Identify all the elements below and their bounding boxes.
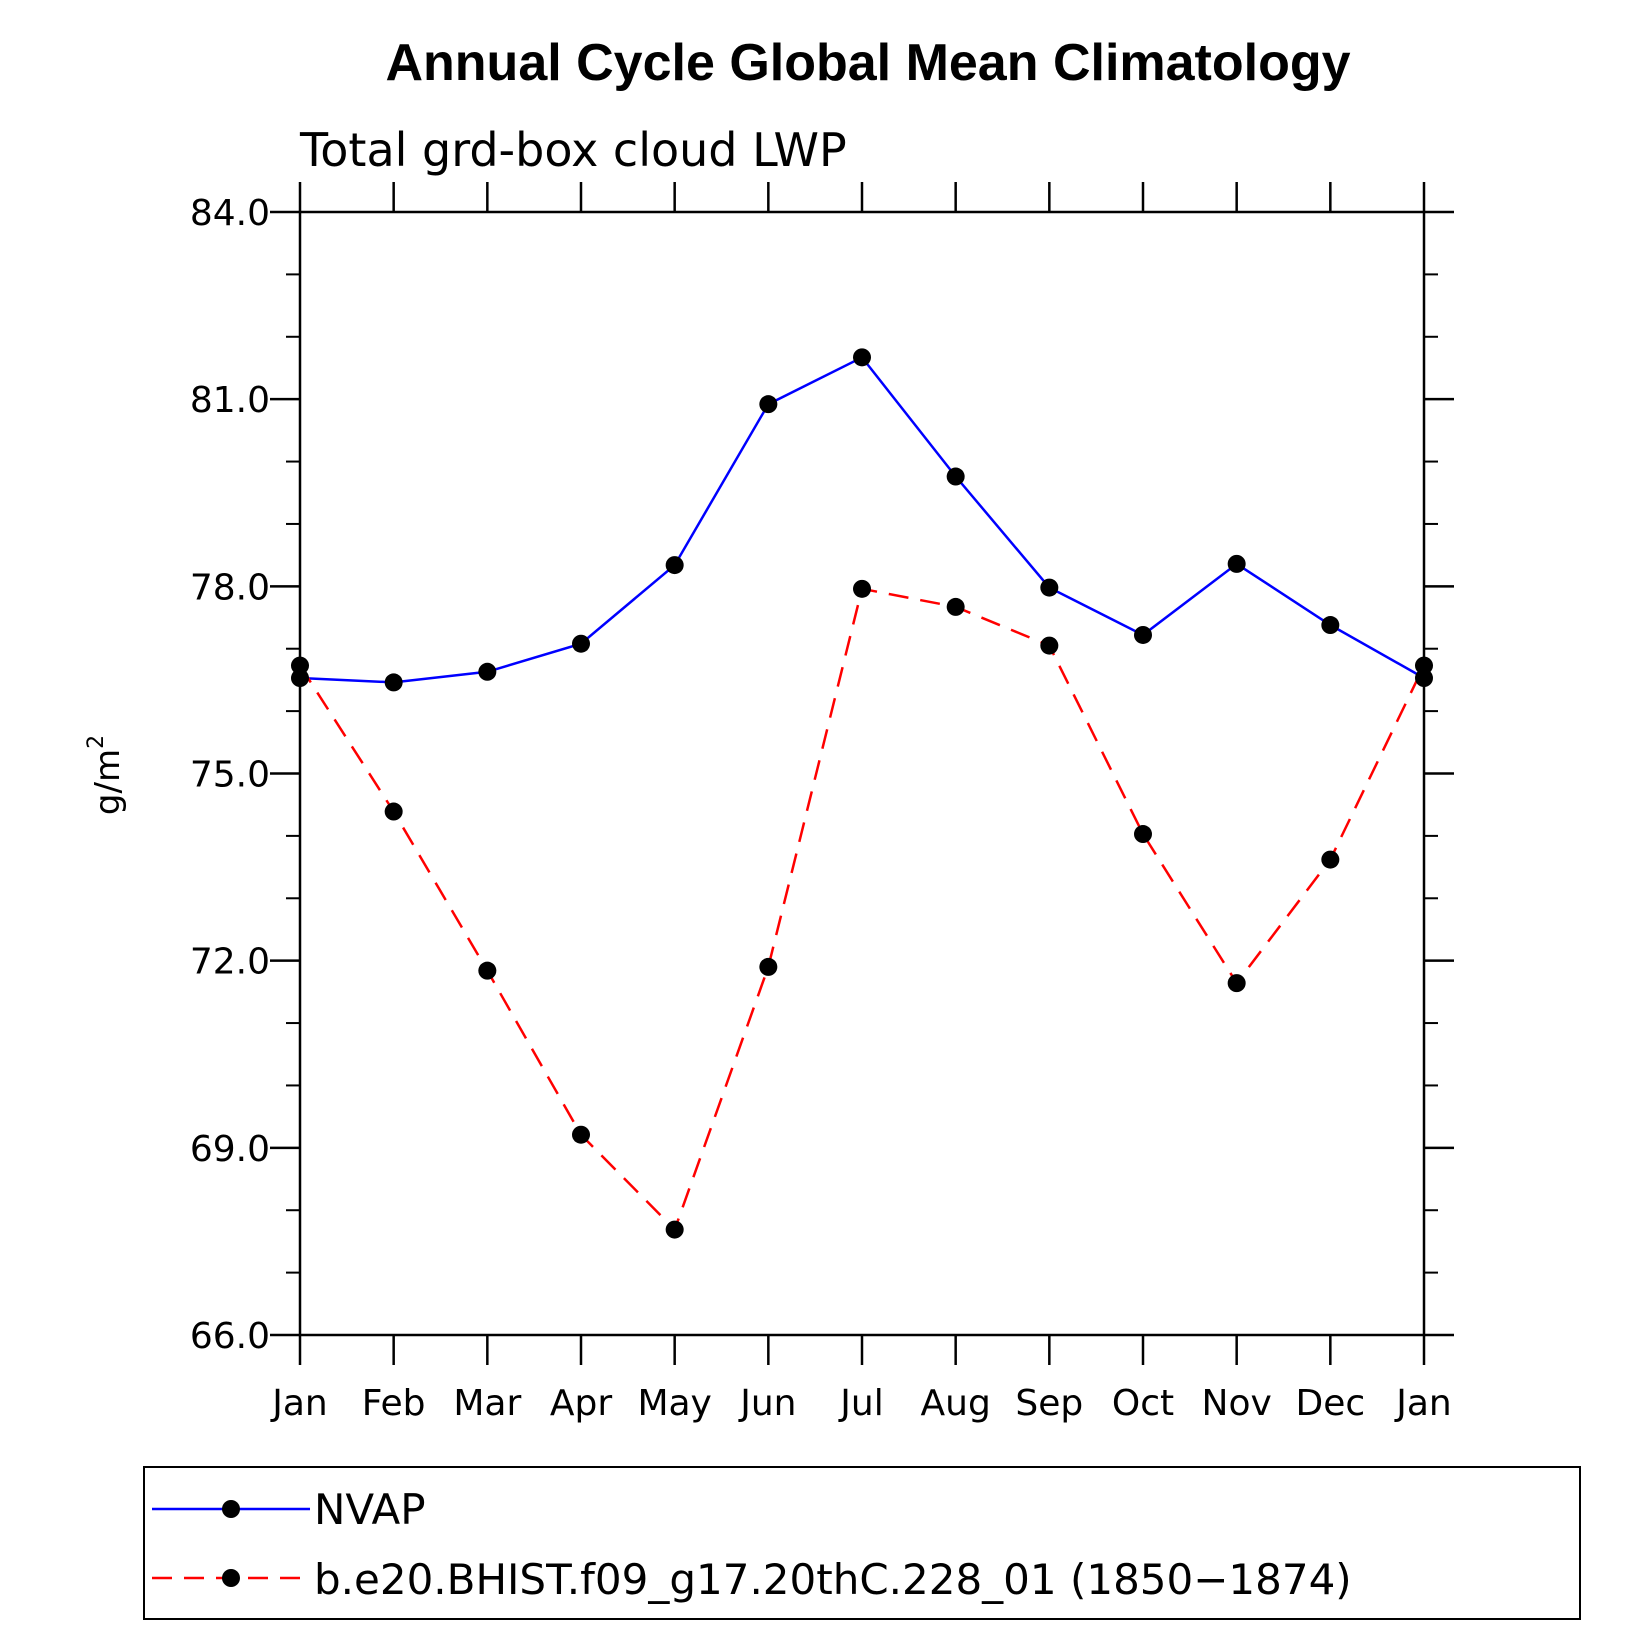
x-tick-label: Apr	[550, 1383, 612, 1424]
x-tick-label: Feb	[362, 1383, 426, 1424]
series-line-0	[299, 355, 1425, 684]
y-tick-label: 84.0	[190, 193, 270, 234]
legend-marker-model	[222, 1569, 240, 1587]
data-point-series-0	[759, 395, 778, 414]
y-tick-label: 78.0	[190, 567, 270, 608]
x-tick-label: Jan	[270, 1383, 328, 1424]
x-tick-label: Dec	[1295, 1383, 1365, 1424]
chart-title: Annual Cycle Global Mean Climatology	[385, 34, 1350, 92]
data-point-series-0	[1227, 554, 1246, 573]
y-axis-label-text: g/m	[88, 749, 128, 815]
series-line-1	[298, 587, 1426, 1232]
data-point-series-1	[665, 1220, 684, 1239]
data-point-series-0	[665, 556, 684, 575]
x-tick-label: Jun	[738, 1383, 796, 1424]
data-point-series-1	[572, 1125, 590, 1144]
data-point-series-1	[291, 656, 309, 675]
y-axis-label-superscript: 2	[84, 735, 109, 749]
series-lines	[298, 355, 1426, 1232]
chart-subtitle: Total grd-box cloud LWP	[299, 123, 847, 177]
y-tick-label: 75.0	[190, 755, 270, 796]
x-tick-label: May	[637, 1383, 711, 1424]
data-point-series-1	[1321, 850, 1340, 869]
data-point-series-1	[853, 579, 871, 598]
data-point-series-1	[946, 597, 965, 616]
y-tick-label: 69.0	[190, 1129, 270, 1170]
x-tick-label: Aug	[921, 1383, 991, 1424]
data-point-series-1	[1134, 825, 1152, 844]
data-point-series-0	[478, 662, 497, 681]
x-tick-labels: Jan Feb Mar Apr May Jun Jul Aug Sep Oct Nov Dec Jan	[270, 1383, 1452, 1424]
y-tick-labels: 66.0 69.0 72.0 75.0 78.0 81.0 84.0	[190, 193, 270, 1357]
data-point-series-0	[291, 669, 309, 688]
x-tick-label: Mar	[453, 1383, 521, 1424]
x-tick-label: Jan	[1394, 1383, 1452, 1424]
data-point-series-1	[759, 957, 778, 976]
data-point-series-1	[1415, 656, 1433, 675]
axis-ticks	[270, 182, 1454, 1365]
y-axis-label: g/m2	[84, 735, 128, 815]
data-point-series-0	[572, 634, 590, 653]
data-point-series-0	[1134, 625, 1152, 644]
x-tick-label: Oct	[1112, 1383, 1174, 1424]
series-markers	[291, 348, 1433, 1239]
data-point-series-1	[1227, 974, 1246, 993]
y-tick-label: 72.0	[190, 942, 270, 983]
legend-label-nvap: NVAP	[314, 1485, 426, 1534]
data-point-series-0	[1321, 616, 1340, 635]
x-tick-label: Jul	[838, 1383, 883, 1424]
data-point-series-0	[384, 673, 403, 692]
plot-frame	[298, 210, 1426, 1337]
data-point-series-1	[384, 802, 403, 821]
data-point-series-1	[478, 961, 497, 980]
y-tick-label: 66.0	[190, 1316, 270, 1357]
data-point-series-0	[1415, 669, 1433, 688]
legend-marker-nvap	[222, 1500, 240, 1518]
x-tick-label: Sep	[1015, 1383, 1083, 1424]
y-tick-label: 81.0	[190, 380, 270, 421]
data-point-series-0	[946, 467, 965, 486]
legend: NVAP b.e20.BHIST.f09_g17.20thC.228_01 (1…	[152, 1485, 1352, 1604]
legend-box	[143, 1466, 1581, 1620]
legend-label-model: b.e20.BHIST.f09_g17.20thC.228_01 (1850−1…	[314, 1555, 1352, 1604]
data-point-series-1	[1040, 636, 1059, 655]
svg-text:g/m2: g/m2	[84, 735, 128, 815]
x-tick-label: Nov	[1202, 1383, 1272, 1424]
data-point-series-0	[853, 348, 871, 367]
data-point-series-0	[1040, 578, 1059, 597]
